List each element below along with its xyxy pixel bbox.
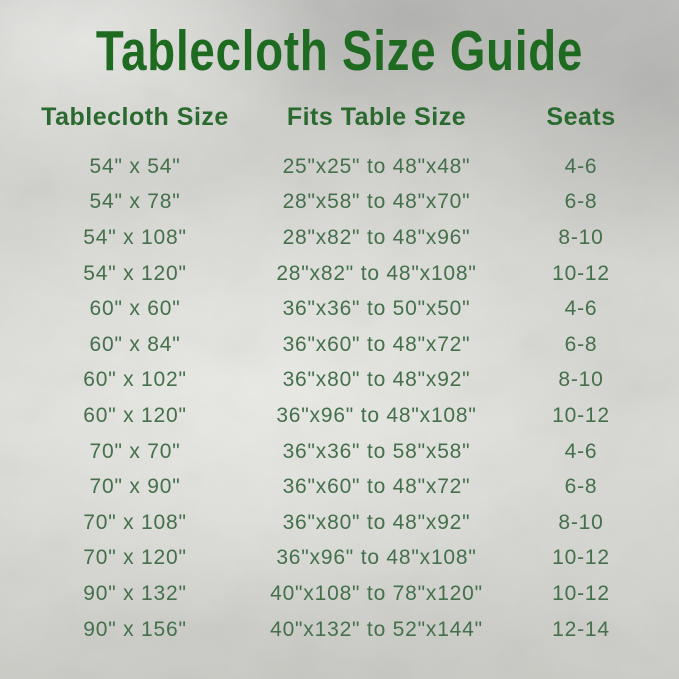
table-row: 60" x 102" 36"x80" to 48"x92" 8-10 (6, 363, 673, 399)
cell-tablecloth-size: 70" x 108" (83, 510, 187, 534)
cell-fits-table-size: 36"x96" to 48"x108" (276, 403, 477, 427)
table-row: 70" x 70" 36"x36" to 58"x58" 4-6 (6, 434, 673, 470)
cell-fits-table-size: 28"x58" to 48"x70" (282, 190, 471, 214)
cell-seats: 4-6 (564, 297, 598, 321)
cell-tablecloth-size: 54" x 120" (83, 261, 187, 285)
size-table-body: 54" x 54" 25"x25" to 48"x48" 4-6 54" x 78" 2… (6, 149, 673, 647)
cell-tablecloth-size: 60" x 120" (83, 403, 187, 427)
table-row: 70" x 120" 36"x96" to 48"x108" 10-12 (6, 541, 673, 577)
cell-seats: 4-6 (564, 154, 598, 178)
cell-fits-table-size: 36"x60" to 48"x72" (282, 475, 471, 499)
table-row: 54" x 78" 28"x58" to 48"x70" 6-8 (6, 185, 673, 221)
cell-fits-table-size: 36"x36" to 50"x50" (282, 297, 471, 321)
table-row: 70" x 108" 36"x80" to 48"x92" 8-10 (6, 505, 673, 541)
header-fits-table-size: Fits Table Size (286, 103, 467, 131)
cell-tablecloth-size: 70" x 70" (89, 439, 181, 463)
cell-fits-table-size: 40"x108" to 78"x120" (270, 581, 483, 605)
table-row: 90" x 132" 40"x108" to 78"x120" 10-12 (6, 576, 673, 612)
cell-seats: 8-10 (558, 368, 604, 392)
table-row: 70" x 90" 36"x60" to 48"x72" 6-8 (6, 469, 673, 505)
cell-fits-table-size: 36"x60" to 48"x72" (282, 332, 471, 356)
cell-tablecloth-size: 90" x 156" (83, 617, 187, 641)
cell-seats: 10-12 (552, 546, 610, 570)
table-row: 60" x 60" 36"x36" to 50"x50" 4-6 (6, 291, 673, 327)
table-row: 60" x 120" 36"x96" to 48"x108" 10-12 (6, 398, 673, 434)
page-title: Tablecloth Size Guide (95, 19, 584, 83)
header-seats: Seats (546, 103, 616, 131)
cell-tablecloth-size: 54" x 54" (89, 154, 181, 178)
cell-seats: 6-8 (564, 475, 598, 499)
cell-seats: 8-10 (558, 510, 604, 534)
cell-fits-table-size: 28"x82" to 48"x96" (282, 225, 471, 249)
cell-fits-table-size: 28"x82" to 48"x108" (276, 261, 477, 285)
cell-tablecloth-size: 70" x 120" (83, 546, 187, 570)
cell-fits-table-size: 36"x80" to 48"x92" (282, 510, 471, 534)
cell-fits-table-size: 36"x96" to 48"x108" (276, 546, 477, 570)
cell-seats: 4-6 (564, 439, 598, 463)
cell-seats: 10-12 (552, 403, 610, 427)
cell-seats: 10-12 (552, 261, 610, 285)
cell-tablecloth-size: 90" x 132" (83, 581, 187, 605)
table-row: 54" x 54" 25"x25" to 48"x48" 4-6 (6, 149, 673, 185)
header-tablecloth-size: Tablecloth Size (41, 103, 229, 131)
cell-tablecloth-size: 54" x 78" (89, 190, 181, 214)
table-row: 54" x 120" 28"x82" to 48"x108" 10-12 (6, 256, 673, 292)
table-row: 54" x 108" 28"x82" to 48"x96" 8-10 (6, 220, 673, 256)
cell-fits-table-size: 40"x132" to 52"x144" (270, 617, 483, 641)
cell-tablecloth-size: 70" x 90" (89, 475, 181, 499)
cell-seats: 6-8 (564, 332, 598, 356)
cell-fits-table-size: 25"x25" to 48"x48" (282, 154, 471, 178)
cell-tablecloth-size: 60" x 60" (89, 297, 181, 321)
table-header-row: Tablecloth Size Fits Table Size Seats (6, 103, 673, 132)
cell-tablecloth-size: 60" x 84" (89, 332, 181, 356)
cell-tablecloth-size: 60" x 102" (83, 368, 187, 392)
table-row: 90" x 156" 40"x132" to 52"x144" 12-14 (6, 612, 673, 648)
cell-fits-table-size: 36"x80" to 48"x92" (282, 368, 471, 392)
cell-tablecloth-size: 54" x 108" (83, 225, 187, 249)
cell-seats: 8-10 (558, 225, 604, 249)
cell-seats: 6-8 (564, 190, 598, 214)
table-row: 60" x 84" 36"x60" to 48"x72" 6-8 (6, 327, 673, 363)
cell-seats: 10-12 (552, 581, 610, 605)
cell-seats: 12-14 (552, 617, 610, 641)
cell-fits-table-size: 36"x36" to 58"x58" (282, 439, 471, 463)
